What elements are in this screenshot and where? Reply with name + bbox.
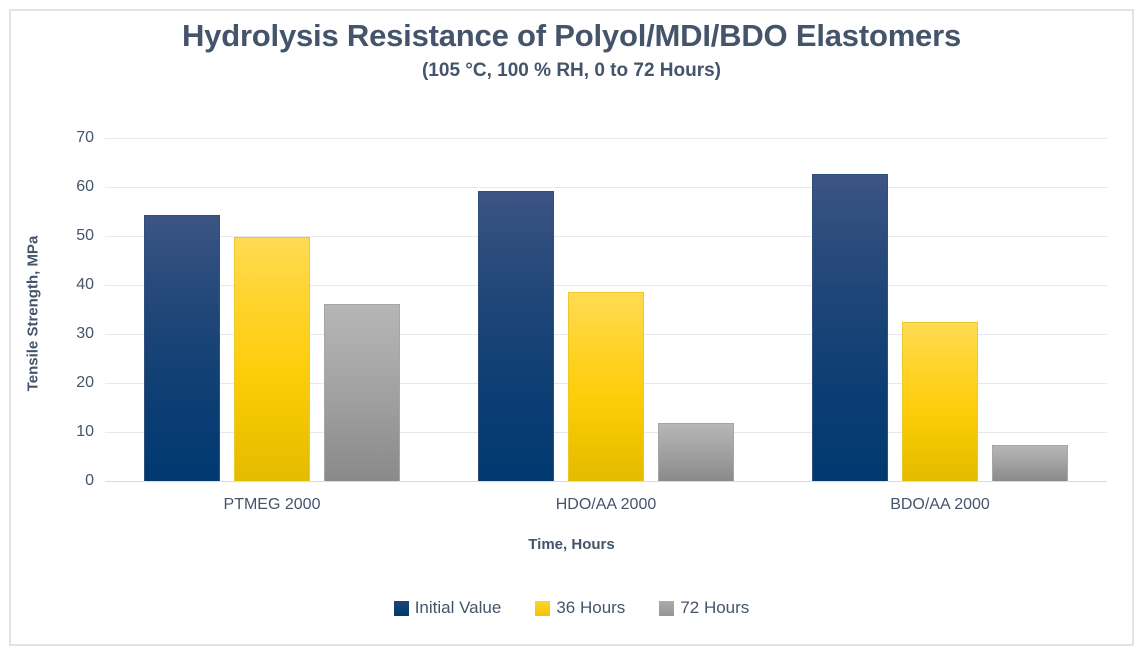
bar-group: [144, 138, 400, 481]
legend-label: Initial Value: [414, 598, 502, 617]
bar-group: [478, 138, 734, 481]
gridline: [105, 285, 1107, 286]
y-axis-tick-label: 30: [76, 325, 94, 342]
gridline: [105, 236, 1107, 237]
y-axis-tick-label: 10: [76, 423, 94, 440]
x-axis-line: [105, 481, 1107, 482]
legend-item[interactable]: Initial Value: [393, 598, 502, 618]
x-axis-category-label: BDO/AA 2000: [890, 496, 990, 513]
bar[interactable]: [658, 422, 734, 481]
chart-title: Hydrolysis Resistance of Polyol/MDI/BDO …: [181, 18, 962, 53]
legend-label: 72 Hours: [680, 598, 750, 617]
bar[interactable]: [324, 303, 400, 481]
x-axis-category-label: PTMEG 2000: [223, 496, 321, 513]
bar[interactable]: [992, 444, 1068, 481]
y-axis-tick-label: 40: [76, 276, 94, 293]
chart-title-block: Hydrolysis Resistance of Polyol/MDI/BDO …: [0, 18, 1143, 82]
legend-item[interactable]: 72 Hours: [659, 598, 749, 618]
bar[interactable]: [478, 190, 554, 481]
legend-swatch-icon: [659, 600, 675, 616]
legend-swatch-icon: [393, 600, 409, 616]
chart-subtitle: (105 °C, 100 % RH, 0 to 72 Hours): [421, 59, 722, 81]
plot-area: 70 60 50 40 30 20 10 0: [76, 129, 1107, 489]
y-axis-tick-label: 50: [76, 227, 94, 244]
bar-group: [812, 138, 1068, 481]
chart-legend: Initial Value 36 Hours 72 Hours: [0, 598, 1143, 618]
bar[interactable]: [812, 174, 888, 481]
bar[interactable]: [144, 215, 220, 481]
legend-item[interactable]: 36 Hours: [535, 598, 625, 618]
legend-label: 36 Hours: [556, 598, 626, 617]
bar[interactable]: [568, 292, 644, 481]
y-axis-tick-label: 70: [76, 129, 94, 146]
y-axis-tick-label: 20: [76, 374, 94, 391]
legend-swatch-icon: [535, 600, 551, 616]
x-axis-title: Time, Hours: [528, 536, 615, 553]
bar[interactable]: [902, 321, 978, 481]
y-axis-tick-label: 60: [76, 178, 94, 195]
gridline: [105, 138, 1107, 139]
y-axis-tick-label: 0: [85, 472, 94, 489]
x-axis-category-label: HDO/AA 2000: [555, 496, 657, 513]
bar[interactable]: [234, 236, 310, 481]
gridline: [105, 187, 1107, 188]
